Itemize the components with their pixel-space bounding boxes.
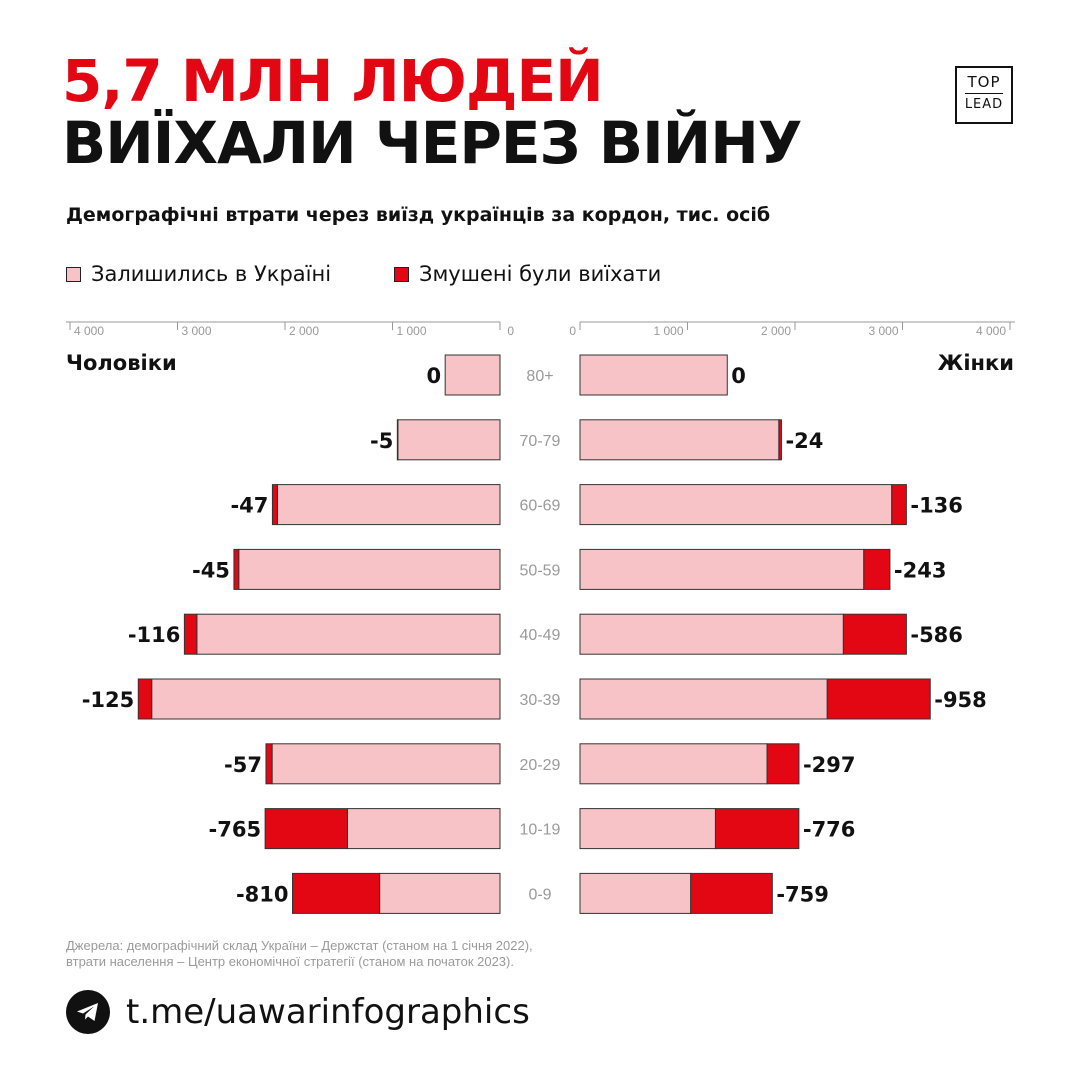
axis-tick-label-right: 1 000 [653, 324, 683, 338]
logo-text-lead: LEAD [964, 97, 1004, 112]
axis-tick-label-right: 0 [569, 324, 576, 338]
bar-women-stayed [579, 548, 865, 590]
chart-subtitle: Демографічні втрати через виїзд українці… [66, 204, 771, 226]
bar-women-stayed [579, 743, 768, 785]
bar-women-left [690, 872, 773, 914]
bar-men-stayed [379, 872, 501, 914]
data-label-men: -57 [224, 753, 262, 777]
source-line-1: Джерела: демографічний склад України – Д… [66, 938, 533, 953]
age-group-label: 0-9 [528, 886, 551, 903]
bar-women-left [778, 419, 782, 461]
data-label-women: 0 [731, 364, 746, 388]
data-label-men: -116 [128, 623, 181, 647]
data-label-men: -810 [236, 882, 289, 906]
age-group-label: 30-39 [520, 692, 561, 709]
source-line-2: втрати населення – Центр економічної стр… [66, 954, 514, 969]
data-label-men: 0 [427, 364, 442, 388]
bar-men-stayed [151, 678, 501, 720]
bar-men-stayed [271, 743, 501, 785]
bar-women-left [826, 678, 931, 720]
age-group-label: 50-59 [520, 562, 561, 579]
bar-women-left [842, 613, 907, 655]
age-group-label: 10-19 [520, 822, 561, 839]
data-label-women: -958 [934, 688, 987, 712]
bar-men-left [396, 419, 399, 461]
legend-swatch-stayed [66, 266, 81, 282]
bar-men-left [264, 808, 348, 850]
bar-women-left [714, 808, 800, 850]
footer[interactable]: t.me/uawarinfographics [66, 990, 530, 1034]
bar-women-stayed [579, 354, 728, 396]
age-group-label: 40-49 [520, 627, 561, 644]
bar-women-left [891, 484, 907, 526]
age-group-label: 70-79 [520, 433, 561, 450]
source-note: Джерела: демографічний склад України – Д… [66, 938, 533, 970]
bar-men-left [233, 548, 240, 590]
telegram-icon[interactable] [66, 990, 110, 1034]
logo-text-top: TOP [967, 73, 1001, 91]
data-label-men: -47 [230, 494, 268, 518]
legend-item-stayed: Залишились в Україні [66, 262, 331, 286]
bar-women-left [766, 743, 800, 785]
data-label-men: -765 [209, 818, 262, 842]
top-lead-logo: TOP LEAD [955, 66, 1013, 124]
axis-tick-label-left: 1 000 [397, 324, 427, 338]
logo-divider [965, 93, 1003, 94]
left-side-title: Чоловіки [66, 351, 177, 375]
population-pyramid-chart: 4 000 3 000 2 000 1 000 0 0 1 000 2 000 3 000 4 0… [66, 321, 1015, 914]
axis-tick-label-left: 2 000 [289, 324, 319, 338]
data-label-men: -5 [370, 429, 393, 453]
right-side-title: Жінки [938, 351, 1014, 375]
age-group-label: 80+ [526, 368, 553, 385]
bar-women-stayed [579, 808, 716, 850]
axis-tick-label-right: 2 000 [761, 324, 791, 338]
data-label-women: -776 [803, 818, 856, 842]
legend-label-stayed: Залишились в Україні [91, 262, 332, 286]
data-label-women: -136 [910, 494, 963, 518]
bar-men-stayed [276, 484, 501, 526]
axis-tick-label-right: 4 000 [976, 324, 1006, 338]
axis-tick-label-right: 3 000 [868, 324, 898, 338]
axis-tick-label-left: 0 [507, 324, 514, 338]
bar-men-left [183, 613, 198, 655]
data-label-men: -45 [192, 558, 230, 582]
bar-men-stayed [397, 419, 501, 461]
data-label-men: -125 [82, 688, 135, 712]
legend-label-left: Змушені були виїхати [419, 262, 662, 286]
age-group-label: 60-69 [520, 498, 561, 515]
bar-women-stayed [579, 484, 893, 526]
title-line-1: 5,7 МЛН ЛЮДЕЙ [62, 47, 604, 115]
bar-men-stayed [238, 548, 501, 590]
title-line-2: ВИЇХАЛИ ЧЕРЕЗ ВІЙНУ [62, 109, 802, 177]
axis-tick-label-left: 3 000 [182, 324, 212, 338]
bar-men-stayed [444, 354, 501, 396]
legend-swatch-left [394, 266, 409, 282]
bar-women-stayed [579, 613, 844, 655]
bar-women-left [863, 548, 891, 590]
bar-men-stayed [346, 808, 501, 850]
data-label-women: -759 [776, 882, 829, 906]
bar-men-left [292, 872, 381, 914]
data-label-women: -24 [785, 429, 823, 453]
data-label-women: -297 [803, 753, 856, 777]
axis-tick-label-left: 4 000 [74, 324, 104, 338]
bar-men-stayed [196, 613, 501, 655]
legend-item-left: Змушені були виїхати [394, 262, 661, 286]
bar-men-left [271, 484, 278, 526]
age-group-label: 20-29 [520, 757, 561, 774]
bar-men-left [137, 678, 153, 720]
bar-women-stayed [579, 419, 780, 461]
bar-men-left [265, 743, 273, 785]
data-label-women: -243 [894, 558, 947, 582]
bar-women-stayed [579, 678, 828, 720]
bar-women-stayed [579, 872, 692, 914]
data-label-women: -586 [910, 623, 963, 647]
telegram-link[interactable]: t.me/uawarinfographics [126, 992, 530, 1032]
